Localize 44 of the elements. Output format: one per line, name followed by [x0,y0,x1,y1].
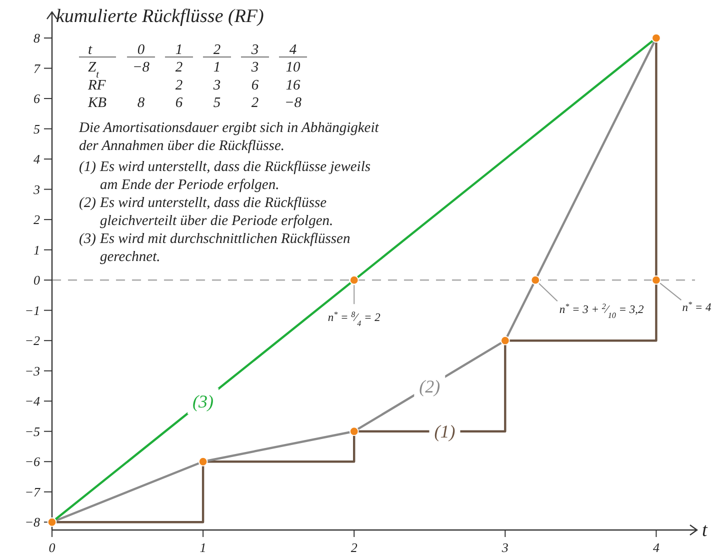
y-tick-label: 2 [34,212,40,228]
annotation: (2) Es wird unterstellt, dass die Rückflüsse gleichverteilt über die Periode erfolgen. [79,195,334,229]
point [349,426,359,436]
text: KB 8 6 5 2 −8 [88,95,302,112]
y-tick-label: −5 [24,424,40,439]
text: t 0 1 2 3 4 [88,42,297,58]
y-tick-label: 1 [34,242,40,258]
annotation: n$^{*}$ = 4 [682,300,712,314]
y-axis-title: kumulierte Rückflüsse (RF) [56,6,264,27]
annotation: (3) Es wird mit durchschnittlichen Rückflüssen gerechnet. [79,231,350,265]
y-tick-label: 7 [34,60,40,76]
y-tick-label: −6 [24,454,40,470]
y-tick-label: 3 [32,182,40,197]
annotation: (1) Es wird unterstellt, dass die Rückflüsse jeweils am Ende der Periode erfolgen. [79,159,371,193]
series-label: (3) [192,391,214,412]
x-axis-title: t [702,520,708,541]
series-label: (1) [434,422,456,442]
point [530,275,540,285]
y-tick-label: 6 [34,91,40,106]
point [349,275,359,285]
y-tick-label: 5 [34,121,40,136]
y-tick-label: 4 [34,152,40,167]
annotation: n$^{*}$ = 3 + $^{2}$⁄$_{10}$ = 3,2 [559,302,644,320]
annotation: n$^{*}$ = $^{8}$⁄$_{4}$ = 2 [328,310,381,328]
y-tick-label: −7 [24,484,40,500]
point [198,456,208,466]
y-tick-label: 8 [34,30,40,46]
y-tick-label: −2 [24,333,40,348]
y-tick-label: −1 [24,302,40,318]
point [500,336,510,346]
y-tick-label: −3 [24,363,40,378]
series-label: (2) [419,376,440,396]
point [652,33,661,43]
x-tick-label: 1 [200,540,206,555]
y-tick-label: −4 [24,394,40,409]
x-tick-label: 0 [48,540,56,555]
point [652,275,661,285]
y-tick-label: 0 [34,272,40,288]
x-tick-label: 4 [652,540,660,555]
point [47,517,57,527]
x-tick-label: 3 [500,540,509,555]
y-tick-label: −8 [24,514,40,530]
annotation: Die Amortisationsdauer ergibt sich in Abhängigkeit der Annahmen über die Rückflüsse. [78,120,380,154]
x-tick-label: 2 [350,540,358,555]
